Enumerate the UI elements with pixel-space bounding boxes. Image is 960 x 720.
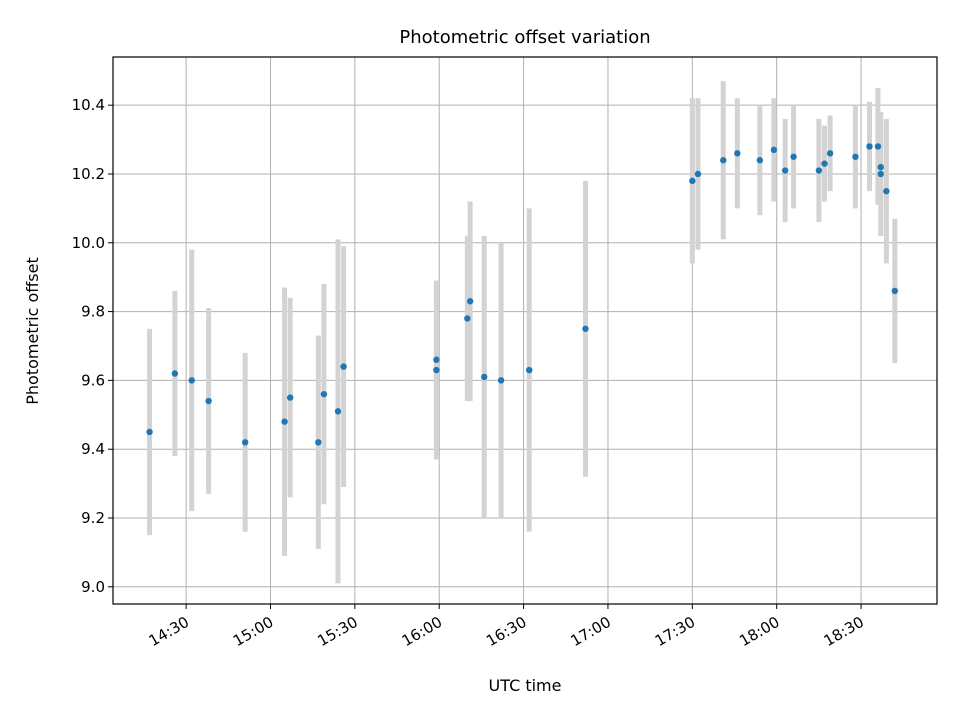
plot-background — [113, 57, 937, 604]
y-tick-label: 9.0 — [81, 578, 105, 596]
data-point — [852, 153, 859, 160]
data-point — [286, 394, 294, 401]
data-point — [826, 150, 834, 157]
data-point — [315, 439, 322, 446]
data-point — [481, 373, 488, 381]
data-point — [241, 439, 249, 446]
data-point — [433, 356, 440, 363]
data-point — [770, 146, 778, 154]
data-point — [171, 370, 179, 377]
data-point — [466, 298, 474, 305]
data-point — [815, 167, 823, 174]
data-point — [582, 325, 589, 332]
data-point — [821, 160, 828, 167]
data-points — [146, 143, 899, 446]
data-point — [694, 170, 702, 178]
data-point — [464, 315, 471, 322]
plot-area — [112, 56, 938, 605]
plot-frame — [112, 56, 938, 605]
data-point — [281, 418, 288, 425]
y-tick-label: 9.4 — [81, 440, 105, 458]
data-point — [790, 153, 797, 160]
data-point — [340, 363, 347, 370]
data-point — [720, 157, 727, 164]
data-point — [781, 167, 789, 174]
data-point — [734, 150, 741, 157]
data-point — [205, 397, 212, 405]
y-tick-label: 10.2 — [72, 165, 105, 183]
y-tick-label: 10.0 — [72, 234, 105, 252]
data-point — [883, 187, 890, 195]
data-point — [866, 143, 873, 150]
y-tick-label: 9.8 — [81, 303, 105, 321]
y-axis-ticks: 9.0 9.2 9.4 9.6 9.8 10.0 10.2 10.4 — [72, 96, 113, 596]
data-point — [526, 366, 533, 374]
data-point — [334, 408, 342, 415]
y-tick-label: 9.2 — [81, 509, 105, 527]
data-point — [877, 163, 884, 171]
grid — [113, 57, 937, 604]
data-point — [874, 143, 882, 150]
data-point — [689, 177, 696, 185]
chart-title: Photometric offset variation — [399, 27, 650, 48]
y-tick-label: 9.6 — [81, 371, 105, 389]
y-axis-title: Photometric offset — [23, 257, 42, 405]
data-point — [188, 377, 195, 384]
data-point — [433, 366, 440, 374]
data-point — [146, 428, 153, 436]
data-point — [756, 157, 764, 164]
data-point — [320, 390, 328, 398]
data-point — [891, 287, 899, 295]
x-axis-title: UTC time — [489, 676, 562, 695]
data-point — [877, 170, 884, 178]
y-tick-label: 10.4 — [72, 96, 105, 114]
data-point — [497, 377, 505, 384]
